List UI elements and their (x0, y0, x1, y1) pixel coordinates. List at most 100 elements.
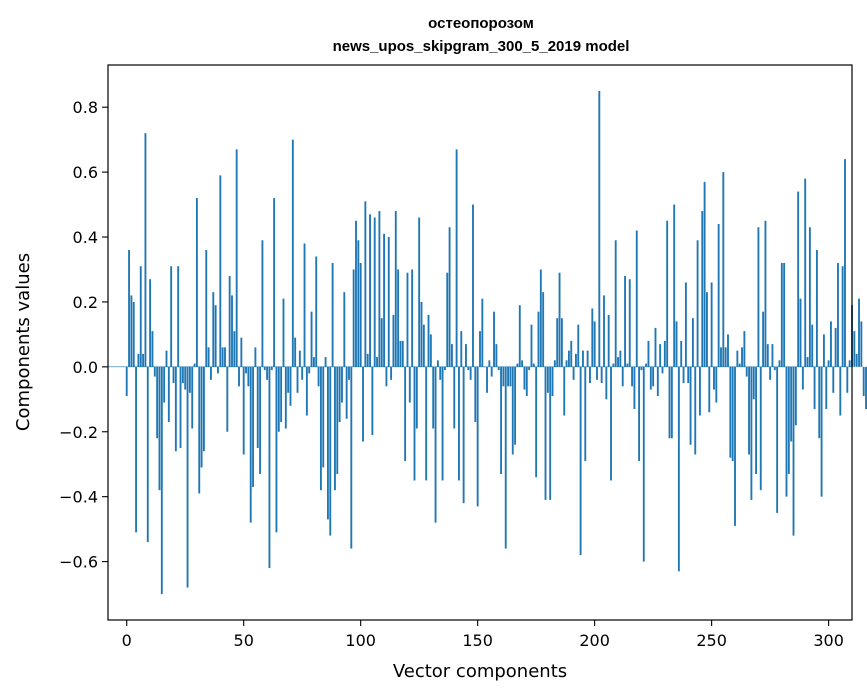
bar (862, 366, 865, 397)
bar (577, 324, 580, 367)
bar (607, 314, 610, 367)
bar (822, 334, 825, 367)
bar (593, 321, 596, 367)
bar (188, 366, 191, 393)
bar (511, 366, 514, 455)
bar (205, 250, 208, 367)
bar (324, 357, 327, 367)
bar (387, 237, 390, 367)
bar (502, 366, 505, 387)
bar (652, 366, 655, 387)
y-tick-label: −0.6 (59, 553, 98, 572)
bar (455, 149, 458, 367)
bar (794, 366, 797, 426)
bar (649, 366, 652, 390)
bar (687, 366, 690, 384)
y-tick-label: 0.2 (73, 293, 98, 312)
bar (411, 269, 414, 367)
bar (684, 282, 687, 367)
bar (738, 363, 741, 367)
bar (523, 366, 526, 390)
bar (729, 366, 732, 458)
bar (345, 366, 348, 419)
bar (525, 366, 528, 397)
bar (453, 366, 456, 429)
bar (598, 90, 601, 367)
bar (476, 366, 479, 507)
bar (186, 366, 189, 588)
bar (184, 366, 187, 390)
x-tick-label: 50 (234, 631, 254, 650)
bar (778, 360, 781, 367)
bar (663, 340, 666, 367)
bar (656, 366, 659, 397)
bar (820, 366, 823, 497)
bar (600, 366, 603, 384)
bar (776, 366, 779, 513)
bar (210, 366, 212, 380)
bar (844, 159, 846, 367)
bar (542, 292, 545, 367)
bar (420, 301, 423, 367)
bar (633, 366, 636, 410)
bar (441, 366, 444, 481)
bar (518, 305, 521, 367)
bar (249, 366, 252, 523)
bar (727, 334, 729, 367)
bar (217, 366, 219, 374)
bar (472, 204, 474, 367)
bar (530, 324, 533, 367)
bar (610, 366, 612, 481)
bar (280, 366, 283, 423)
bar (808, 227, 811, 367)
bar (771, 344, 774, 367)
bar (385, 366, 388, 387)
bar (668, 366, 671, 439)
bar (631, 366, 634, 387)
bar (514, 366, 517, 445)
bar (200, 366, 203, 468)
bar (698, 366, 701, 416)
bar (790, 366, 793, 442)
x-tick-label: 250 (696, 631, 727, 650)
bar (834, 327, 837, 367)
bar (364, 201, 367, 367)
bar (376, 357, 378, 367)
bar (219, 175, 222, 367)
bar (579, 366, 582, 556)
bar (422, 324, 425, 367)
bar (144, 133, 147, 367)
bar (479, 331, 481, 367)
bar (748, 366, 750, 455)
bar (628, 279, 631, 367)
bar (846, 366, 849, 393)
bar (731, 366, 734, 461)
bar (799, 298, 802, 367)
bar (228, 275, 231, 367)
x-tick-label: 0 (122, 631, 132, 650)
bar (759, 366, 762, 491)
bar (298, 350, 301, 367)
bar (792, 366, 795, 536)
bar (334, 366, 336, 491)
bar (832, 366, 835, 393)
bar (465, 344, 467, 367)
bar (766, 344, 769, 367)
bar (266, 366, 269, 380)
bar (736, 350, 739, 367)
bar (348, 366, 350, 380)
bar (406, 272, 409, 367)
bar (224, 347, 226, 367)
bar (380, 318, 383, 367)
bar (797, 191, 800, 367)
bar (462, 366, 465, 504)
bar (624, 275, 626, 367)
bar (621, 366, 624, 387)
bar (458, 366, 460, 481)
bar (450, 344, 453, 367)
bar (661, 366, 664, 374)
bar (418, 217, 421, 367)
bar (132, 301, 135, 367)
bar (128, 250, 130, 367)
bar (233, 331, 236, 367)
